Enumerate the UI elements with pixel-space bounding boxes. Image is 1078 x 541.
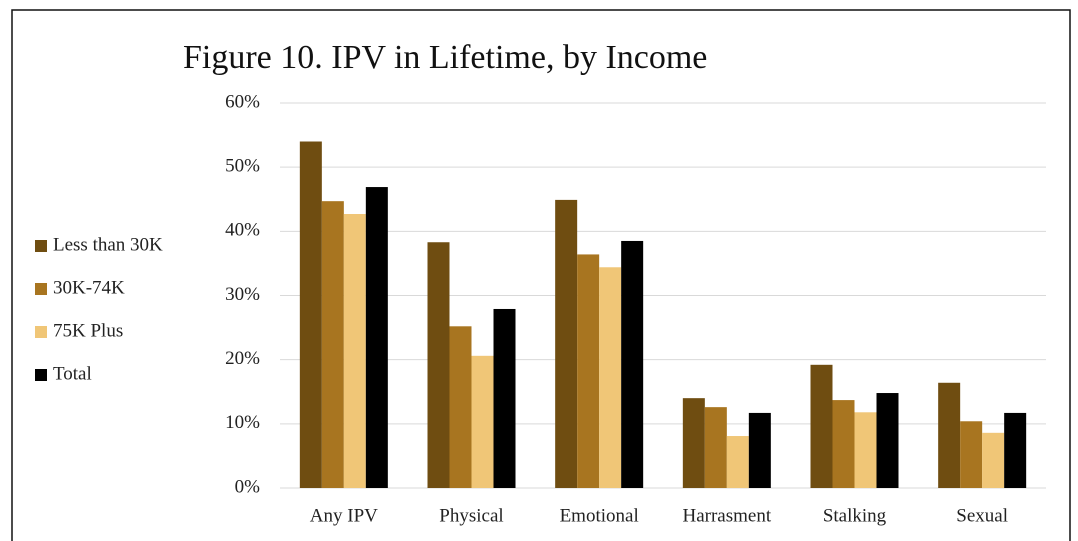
bar bbox=[577, 254, 600, 488]
bar bbox=[960, 421, 983, 488]
legend-label: 30K-74K bbox=[53, 277, 125, 298]
y-tick-label: 40% bbox=[225, 220, 260, 241]
legend-swatch bbox=[35, 283, 47, 295]
bar bbox=[621, 240, 644, 488]
bar bbox=[982, 432, 1005, 488]
bar bbox=[938, 382, 961, 488]
bar bbox=[810, 364, 833, 488]
x-tick-label: Sexual bbox=[956, 505, 1008, 526]
bar bbox=[471, 355, 494, 488]
x-tick-label: Physical bbox=[439, 505, 503, 526]
x-tick-label: Emotional bbox=[560, 505, 639, 526]
bar bbox=[1004, 412, 1027, 488]
legend-swatch bbox=[35, 240, 47, 252]
legend-swatch bbox=[35, 369, 47, 381]
bar bbox=[876, 393, 899, 488]
bar bbox=[555, 199, 578, 488]
bar bbox=[321, 201, 344, 489]
bar bbox=[748, 412, 771, 488]
y-tick-label: 60% bbox=[225, 91, 260, 112]
x-tick-label: Stalking bbox=[823, 505, 887, 526]
bar bbox=[493, 308, 516, 488]
y-tick-label: 50% bbox=[225, 156, 260, 177]
bar bbox=[427, 242, 450, 488]
bar bbox=[449, 326, 472, 488]
bar bbox=[832, 400, 855, 488]
legend-label: Less than 30K bbox=[53, 234, 163, 255]
bar bbox=[854, 412, 877, 488]
y-tick-label: 10% bbox=[225, 412, 260, 433]
bar bbox=[299, 141, 322, 488]
x-tick-label: Harrasment bbox=[683, 505, 772, 526]
y-tick-label: 0% bbox=[235, 476, 261, 497]
bar bbox=[365, 187, 388, 488]
y-tick-label: 30% bbox=[225, 284, 260, 305]
frame bbox=[11, 9, 1071, 541]
bar bbox=[726, 436, 749, 488]
chart-title: Figure 10. IPV in Lifetime, by Income bbox=[183, 39, 707, 76]
bar bbox=[343, 214, 366, 488]
bar bbox=[704, 407, 727, 488]
legend-label: 75K Plus bbox=[53, 320, 123, 341]
legend-label: Total bbox=[53, 363, 92, 384]
bar bbox=[599, 267, 622, 488]
y-tick-label: 20% bbox=[225, 348, 260, 369]
bar bbox=[682, 398, 705, 488]
legend-swatch bbox=[35, 326, 47, 338]
x-tick-label: Any IPV bbox=[310, 505, 378, 526]
